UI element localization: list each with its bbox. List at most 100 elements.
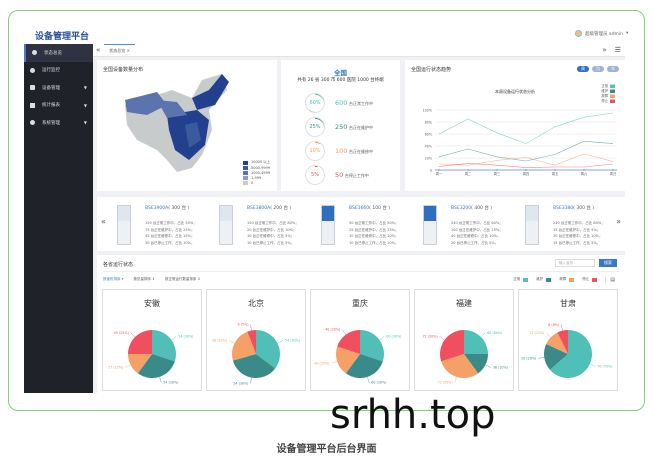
sidebar-item-label: 统计报表 [42,103,60,109]
trend-panel: 全国运行状态趋势 周 月 年 本周设备运行状态分析 0 20% 40% 60% 80% 10… [405,60,625,191]
map-title: 全国设备数量分布 [103,67,144,73]
pie-leader [250,377,252,384]
x-tick-label: 周四 [523,171,530,176]
prev-arrow-icon[interactable]: « [101,217,106,226]
pie-label: 20 (20%) [521,356,536,360]
pie-slice-正常 [464,330,488,354]
dashboard-icon [32,50,37,56]
summary-panel: 全国 共有 26 省 300 市 600 医院 1000 台终端 60% 600 … [281,60,400,191]
pie-label: 72 (20%) [438,381,453,385]
province-card[interactable]: 重庆 60 (30%) 60 (30%) 40 (20%) 40 (20%) [310,289,410,391]
pie-leader [130,332,136,338]
device-name[interactable]: BSE3900A [145,206,169,211]
province-card[interactable]: 北京 54 (30%) 54 (30%) 36 (20%) 9 (5%) [206,289,306,391]
pie-leader [250,324,252,331]
sidebar-item-label: 运行监控 [42,68,60,74]
pie-label: 36 (20%) [212,339,227,343]
tab-overview[interactable]: 状态总览 × [104,44,135,56]
progress-ring: 10% [305,141,325,161]
pie-label: 12 (12%) [529,331,544,335]
sort-by-total[interactable]: 按总量排序 ⇕ [133,277,155,281]
pie-slice-故障 [128,354,152,374]
expand-right-icon[interactable]: » [602,46,607,54]
province-card[interactable]: 福建 60 (60%) 36 (10%) 72 (20%) 72 (20%) [414,289,514,391]
pie-label: 54 (30%) [285,339,300,343]
device-stat-line: 10 台已停止工作，占比 10%。 [349,240,399,245]
device-card[interactable]: BSE3380( 300 台 ) 240 台正常工作中，占比 80%； 15 台正在… [523,203,623,249]
sidebar-item-devices[interactable]: 设备管理 ▼ [24,79,93,97]
series-line-故障 [438,153,614,166]
province-card[interactable]: 安徽 54 (30%) 54 (30%) 27 (15%) 45 (25%) [102,289,202,391]
chevron-down-icon: ▼ [83,102,87,108]
legend-swatch [610,99,615,103]
tab-bar: « 状态总览 × » ☰ [93,44,625,57]
period-week-button[interactable]: 周 [577,66,589,72]
period-year-button[interactable]: 年 [607,66,619,72]
collapse-left-icon[interactable]: « [96,46,101,54]
progress-ring: 5% [305,165,325,185]
pie-slice-停止 [337,330,360,354]
province-panel: 各省运行状态 输入省份 搜索 按省份排序 ▾ 按总量排序 ⇕ 按正常运行数量排序… [97,255,625,393]
pie-chart: 70 (70%) 20 (20%) 12 (12%) 8 (8%) [521,323,612,378]
device-name[interactable]: BSE3800A [247,206,271,211]
province-card[interactable]: 甘肃 70 (70%) 20 (20%) 12 (12%) 8 (8%) [518,289,618,391]
device-stat-line: 20 台正在维护中，占比 10%； [247,227,297,232]
view-toggle-icon[interactable]: ▤ [605,277,615,283]
series-line-正常 [438,112,614,144]
device-stat-line: 150 台正常工作中，占比 50%； [145,221,197,225]
chevron-down-icon: ▼ [83,85,87,91]
monitor-icon [30,85,35,91]
next-arrow-icon[interactable]: » [616,217,621,226]
sidebar-item-system[interactable]: 系统管理 ▼ [24,114,93,132]
pie-leader [546,332,551,338]
close-icon[interactable]: × [126,48,130,53]
pie-slice-故障 [336,346,360,374]
sidebar-item-overview[interactable]: 状态总览 [24,44,93,62]
legend-label: 故障 [601,93,608,98]
device-name[interactable]: BSE3200 [451,206,472,211]
device-card[interactable]: BSE3800A( 200 台 ) 150 台正常工作中，占比 80%； 20 台正… [217,203,317,249]
device-card[interactable]: BSE3900A( 300 台 ) 150 台正常工作中，占比 50%； 75 台正… [115,203,215,249]
pie-label: 54 (30%) [233,381,248,385]
progress-ring: 60% [305,93,325,113]
x-axis-point [524,168,528,172]
x-axis-point [466,168,470,172]
pie-leader [367,376,370,383]
province-name: 安徽 [144,299,160,308]
menu-icon[interactable]: ☰ [614,46,621,54]
pie-leader [439,336,445,341]
series-line-停止 [438,163,614,168]
period-month-button[interactable]: 月 [592,66,604,72]
summary-line: 共有 26 省 300 市 600 医院 1000 台终端 [297,78,384,83]
legend-item: 维护 [536,277,552,282]
device-card[interactable]: BSE3660( 100 台 ) 50 台正常工作中，占比 50%； 25 台正在维… [319,203,419,249]
pie-label: 60 (30%) [386,334,401,338]
pie-label: 45 (25%) [114,331,129,335]
pie-slice-维护 [232,354,276,378]
pie-slice-正常 [152,330,176,362]
device-name[interactable]: BSE3380 [553,206,574,211]
legend-label: 正常 [601,83,608,88]
user-menu[interactable]: 超级管理员 admin ▾ [575,30,628,37]
sidebar-item-monitor[interactable]: 运行监控 [24,62,93,80]
legend-swatch [610,94,615,98]
pie-chart: 60 (30%) 60 (30%) 40 (20%) 40 (20%) [314,328,401,385]
sort-by-normal[interactable]: 按正常运行数量排序 ⇕ [164,277,201,281]
sidebar-item-label: 设备管理 [42,85,60,91]
search-button[interactable]: 搜索 [599,259,617,267]
x-tick-label: 周日 [610,171,617,176]
device-stat-line: 75 台正在维护中，占比 25%； [145,227,195,232]
device-stat-line: 25 台正在维护中，占比 25%； [349,227,399,232]
y-tick-label: 20% [425,156,432,160]
sidebar-item-reports[interactable]: 统计报表 ▼ [24,97,93,115]
map-legend: 10000 以上 5000-9999 1000-4999 1-999 0 [243,160,270,185]
y-tick-label: 100% [423,108,432,112]
device-stat-line: 30 台正在维修中，占比 10%； [553,234,603,238]
device-card[interactable]: BSE3200( 400 台 ) 240 台正常工作中，占比 60%； 100 台正… [421,203,521,249]
sort-by-province[interactable]: 按省份排序 ▾ [103,277,124,281]
province-search-input[interactable]: 输入省份 [555,259,595,267]
pie-leader [538,357,545,359]
stat-row: 5% 50 台停止工作中 [305,165,369,185]
province-name: 福建 [456,299,472,308]
device-name[interactable]: BSE3660 [349,206,370,211]
